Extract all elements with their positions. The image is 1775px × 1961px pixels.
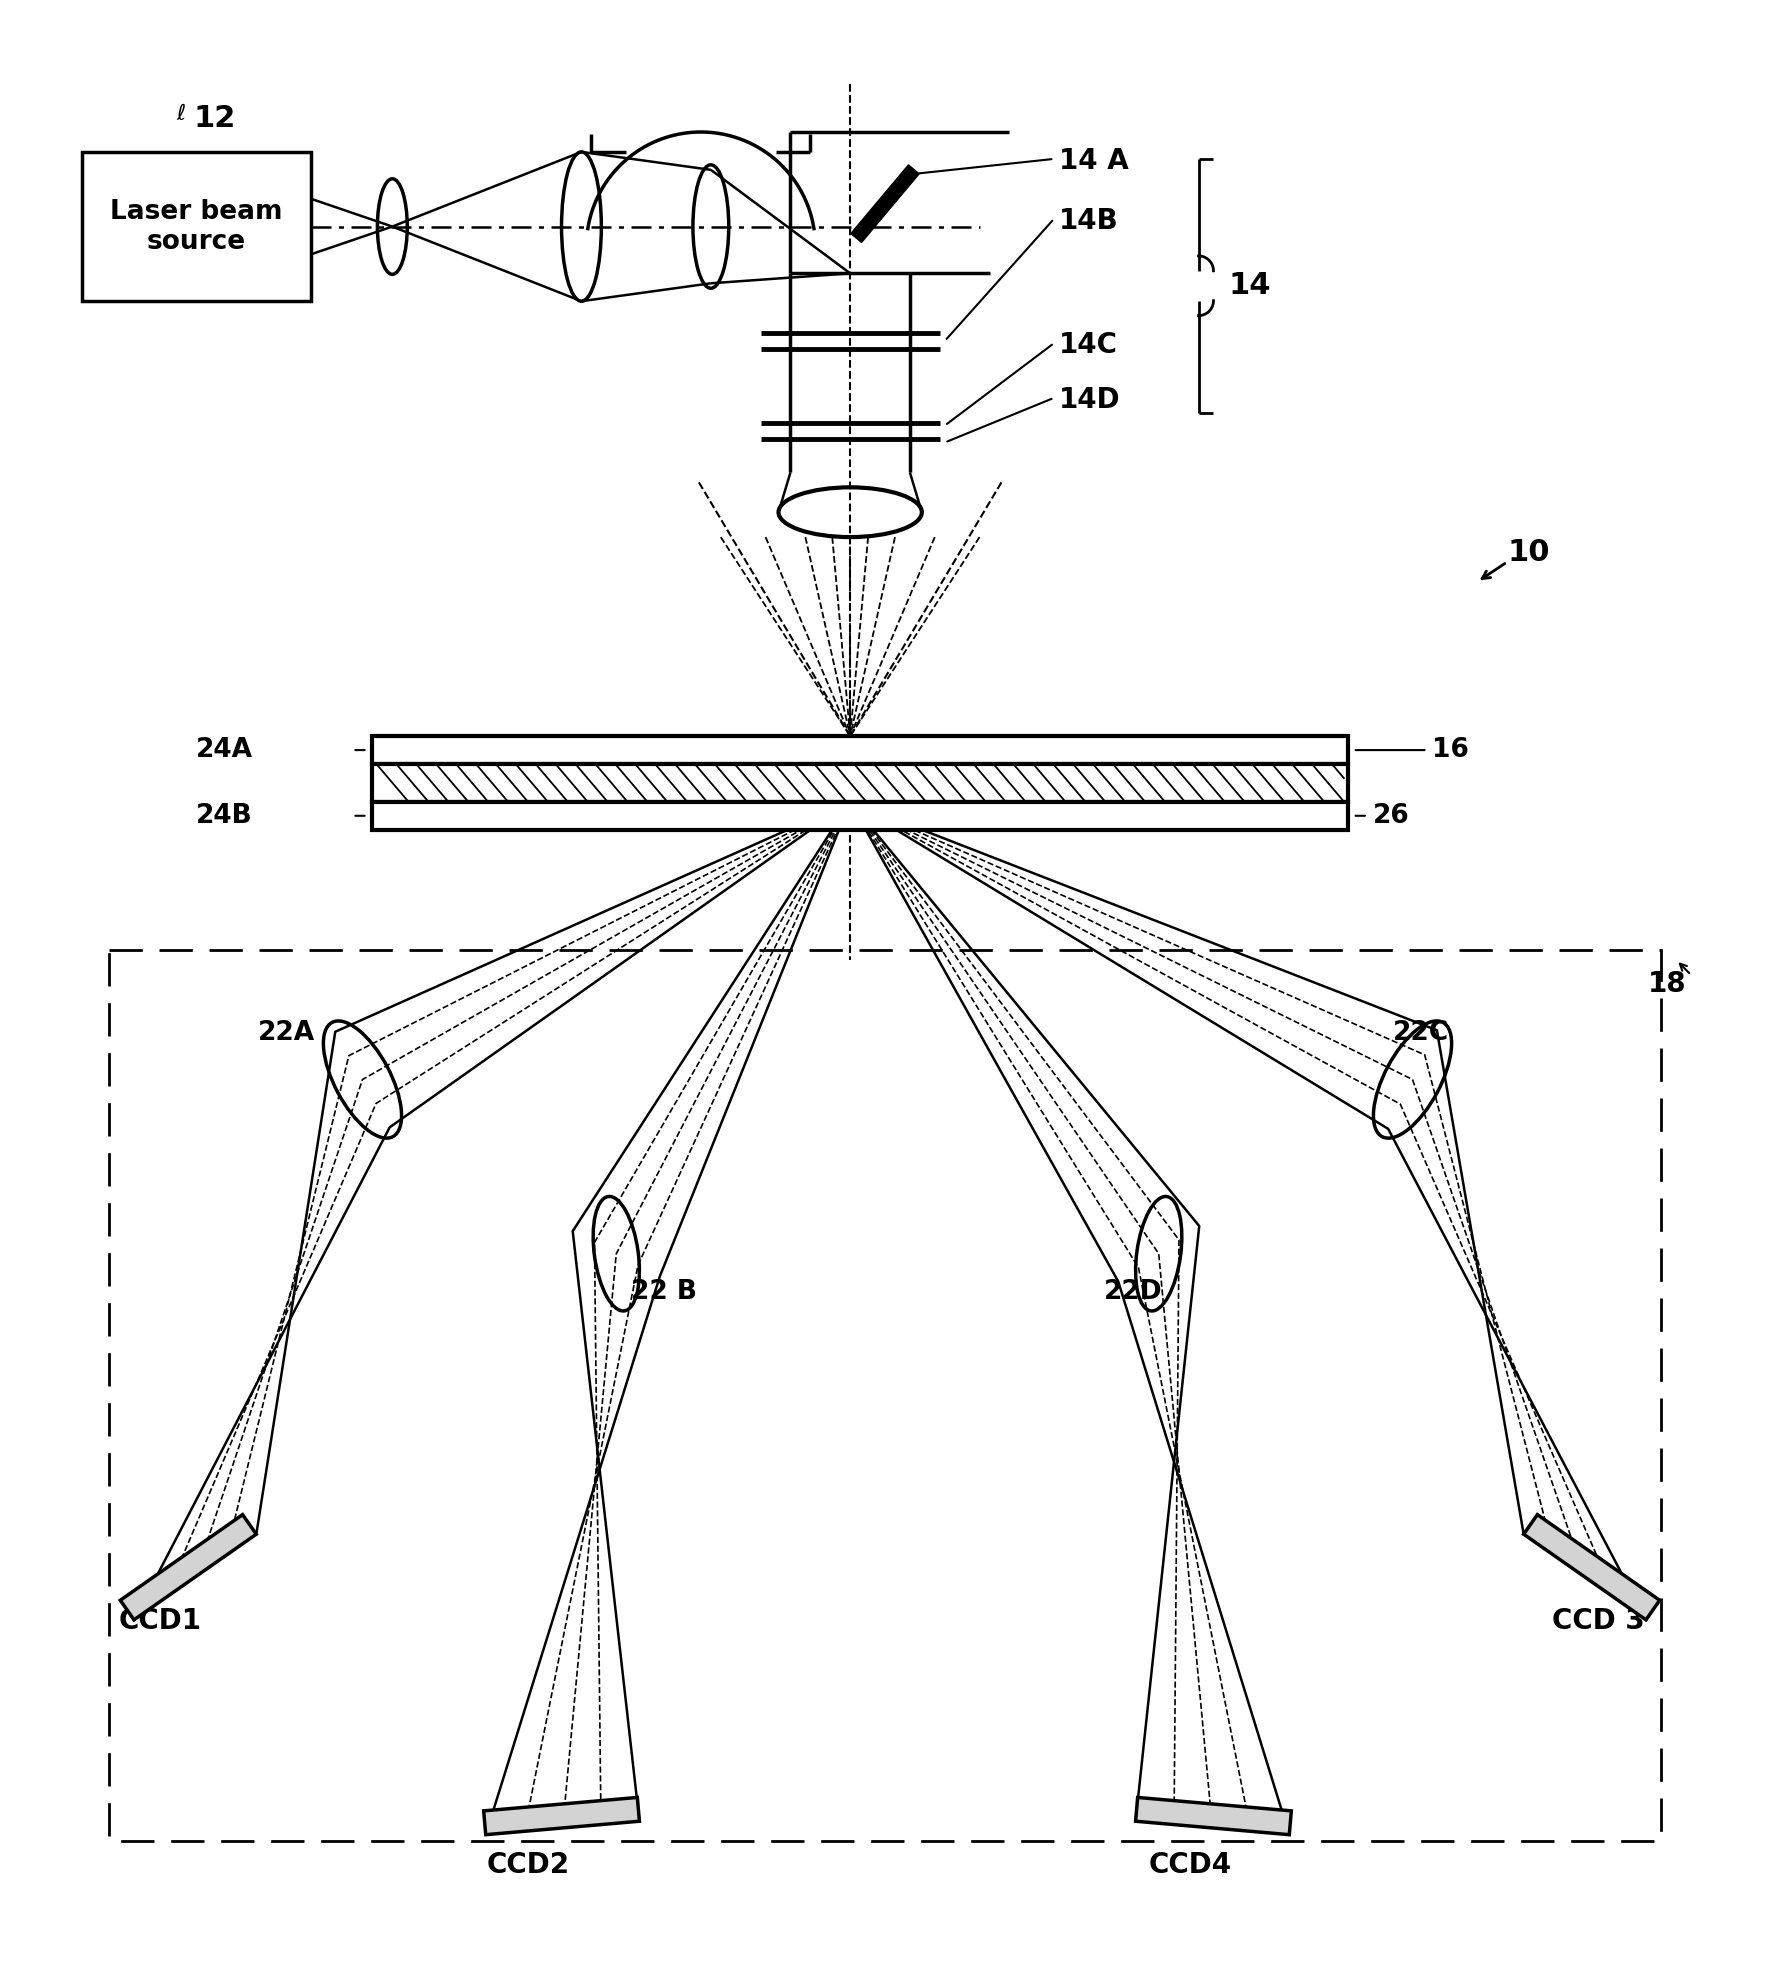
Text: CCD 3: CCD 3 <box>1551 1608 1645 1635</box>
Bar <box>373 802 1347 830</box>
Bar <box>82 151 311 302</box>
Text: 12: 12 <box>193 104 236 133</box>
Bar <box>373 765 1347 802</box>
Polygon shape <box>483 1798 639 1835</box>
Text: 22C: 22C <box>1393 1020 1448 1045</box>
Bar <box>108 951 1661 1841</box>
Polygon shape <box>121 1514 256 1620</box>
Text: 22 B: 22 B <box>632 1279 698 1304</box>
Text: 10: 10 <box>1507 537 1550 567</box>
Text: ℓ: ℓ <box>176 104 185 124</box>
Text: CCD1: CCD1 <box>119 1608 202 1635</box>
Text: 18: 18 <box>1647 971 1686 998</box>
Text: 14: 14 <box>1228 271 1271 300</box>
Text: 24B: 24B <box>197 802 254 830</box>
Text: 24A: 24A <box>195 737 254 763</box>
Text: 22A: 22A <box>257 1020 316 1045</box>
Text: 22D: 22D <box>1104 1279 1163 1304</box>
Polygon shape <box>1523 1514 1660 1620</box>
Polygon shape <box>850 165 919 243</box>
Text: 14C: 14C <box>1060 331 1118 359</box>
Bar <box>373 735 1347 765</box>
Polygon shape <box>1136 1798 1292 1835</box>
Text: 14 A: 14 A <box>1060 147 1129 175</box>
Text: 16: 16 <box>1432 737 1470 763</box>
Text: 14B: 14B <box>1060 206 1118 235</box>
Text: CCD4: CCD4 <box>1148 1851 1232 1879</box>
Text: Laser beam
source: Laser beam source <box>110 198 282 255</box>
Text: 26: 26 <box>1372 802 1409 830</box>
Text: 14D: 14D <box>1060 386 1120 414</box>
Text: CCD2: CCD2 <box>486 1851 570 1879</box>
